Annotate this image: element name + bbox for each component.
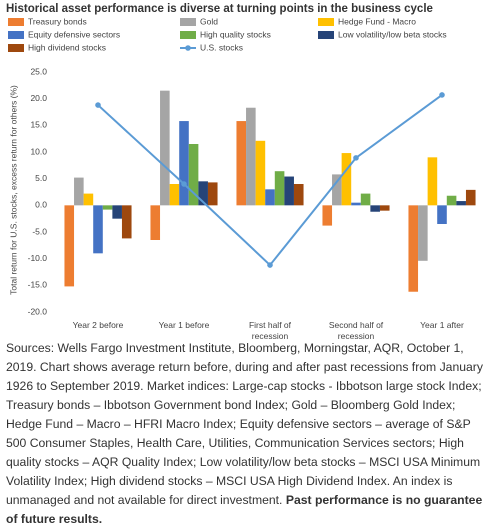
y-tick-label: -15.0 — [28, 280, 48, 290]
bar — [198, 181, 208, 206]
bar — [418, 205, 428, 261]
bar — [246, 107, 256, 206]
marker — [439, 92, 445, 98]
bar — [160, 90, 170, 206]
y-tick-label: 10.0 — [30, 146, 47, 156]
bar — [408, 205, 419, 292]
legend-swatch — [8, 18, 24, 26]
bar — [188, 144, 199, 206]
x-tick-label: First half of recession — [248, 320, 292, 341]
bar — [293, 184, 304, 206]
legend-label: High quality stocks — [200, 29, 271, 39]
bar — [236, 121, 247, 206]
marker — [181, 181, 187, 187]
legend-label: Gold — [200, 16, 218, 26]
legend-swatch — [185, 45, 191, 51]
bar — [437, 205, 447, 224]
bar — [255, 140, 266, 206]
bar — [332, 174, 342, 206]
legend-swatch — [318, 31, 334, 39]
bar — [351, 202, 361, 206]
y-axis-label: Total return for U.S. stocks, excess ret… — [8, 85, 18, 295]
legend-label: High dividend stocks — [28, 42, 106, 52]
page: Historical asset performance is diverse … — [6, 3, 483, 526]
y-tick-label: 5.0 — [35, 173, 47, 183]
x-tick-label: Year 2 before — [72, 320, 124, 330]
bar — [93, 205, 103, 254]
bar — [265, 189, 275, 206]
legend-swatch — [8, 44, 24, 52]
x-tick-label: Year 1 before — [158, 320, 210, 330]
y-tick-label: 0.0 — [35, 200, 47, 210]
legend-swatch — [318, 18, 334, 26]
bar — [465, 189, 476, 206]
bar — [341, 153, 352, 206]
y-tick-label: 20.0 — [30, 93, 47, 103]
legend-label: Equity defensive sectors — [28, 29, 120, 39]
bar — [179, 121, 189, 206]
marker — [95, 102, 101, 108]
y-tick-label: -5.0 — [32, 226, 47, 236]
bar — [207, 182, 218, 206]
chart-title: Historical asset performance is diverse … — [6, 3, 433, 15]
y-tick-label: -10.0 — [28, 253, 48, 263]
bar — [64, 205, 75, 287]
bar — [427, 157, 438, 206]
bar — [360, 193, 371, 206]
y-tick-label: -20.0 — [28, 306, 48, 316]
y-tick-label: 15.0 — [30, 120, 47, 130]
bar — [322, 205, 333, 226]
legend-swatch — [8, 31, 24, 39]
bar — [274, 171, 285, 206]
bar — [379, 205, 390, 211]
x-tick-label: Year 1 after — [420, 320, 464, 330]
y-tick-label: 25.0 — [30, 66, 47, 76]
legend-label: U.S. stocks — [200, 42, 243, 52]
marker — [353, 155, 359, 161]
bar — [121, 205, 132, 239]
bar — [150, 205, 161, 240]
legend-swatch — [180, 31, 196, 39]
bar — [284, 176, 294, 206]
chart: Historical asset performance is diverse … — [6, 3, 476, 316]
x-tick-label: Second half of recession — [328, 320, 384, 341]
bar — [169, 184, 180, 206]
notes-text: Sources: Wells Fargo Investment Institut… — [6, 341, 483, 507]
legend-swatch — [180, 18, 196, 26]
bar — [446, 195, 457, 206]
bar — [456, 201, 466, 206]
bar — [112, 205, 122, 219]
line — [97, 94, 443, 267]
bar — [102, 205, 113, 210]
marker — [267, 262, 273, 268]
notes: Sources: Wells Fargo Investment Institut… — [6, 339, 494, 529]
bar — [370, 205, 380, 212]
legend-label: Low volatility/low beta stocks — [338, 29, 447, 39]
bar — [83, 193, 94, 206]
legend-label: Treasury bonds — [28, 16, 87, 26]
legend-label: Hedge Fund - Macro — [338, 16, 416, 26]
bar — [74, 177, 84, 206]
